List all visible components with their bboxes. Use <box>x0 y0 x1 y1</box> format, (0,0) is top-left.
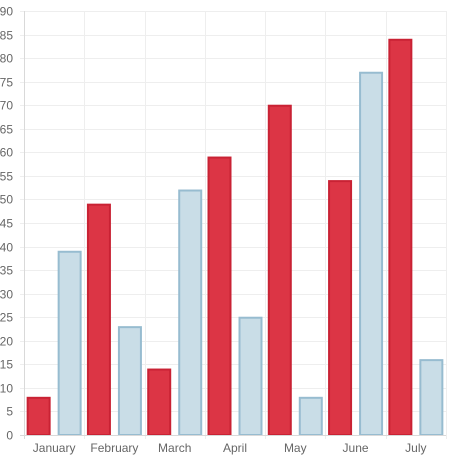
y-tick-label: 35 <box>0 264 13 278</box>
axes <box>20 11 446 439</box>
y-tick-label: 25 <box>0 311 13 325</box>
y-tick-label: 20 <box>0 335 13 349</box>
y-tick-label: 70 <box>0 99 13 113</box>
y-tick-labels: 0 5 10 15 20 25 30 35 40 45 50 55 60 65 70 75 80 85 90 <box>0 5 13 443</box>
y-tick-label: 10 <box>0 382 13 396</box>
y-tick-label: 30 <box>0 288 13 302</box>
bar-march-series-2 <box>178 189 203 436</box>
bar-february-series-1 <box>86 203 111 436</box>
bar-july-series-1 <box>388 38 413 437</box>
bar-may-series-2 <box>298 396 323 436</box>
bar-january-series-2 <box>57 250 82 436</box>
y-tick-label: 90 <box>0 5 13 19</box>
y-tick-label: 40 <box>0 241 13 255</box>
y-tick-label: 55 <box>0 170 13 184</box>
y-tick-label: 50 <box>0 193 13 207</box>
x-tick-label: January <box>33 441 76 455</box>
y-tick-label: 75 <box>0 76 13 90</box>
bar-june-series-1 <box>328 180 353 436</box>
y-tick-label: 85 <box>0 29 13 43</box>
x-tick-label: February <box>90 441 138 455</box>
x-tick-label: May <box>284 441 307 455</box>
bar-february-series-2 <box>117 326 142 436</box>
y-tick-label: 60 <box>0 146 13 160</box>
y-tick-label: 15 <box>0 358 13 372</box>
y-tick-label: 80 <box>0 52 13 66</box>
bar-june-series-2 <box>359 71 384 436</box>
y-tick-label: 45 <box>0 217 13 231</box>
y-tick-label: 0 <box>6 429 13 443</box>
bar-july-series-2 <box>419 359 444 436</box>
bar-may-series-1 <box>267 104 292 436</box>
bar-march-series-1 <box>147 368 172 436</box>
x-tick-label: March <box>158 441 191 455</box>
bar-april-series-2 <box>238 316 263 437</box>
x-tick-label: June <box>343 441 369 455</box>
y-tick-label: 5 <box>6 405 13 419</box>
y-tick-label: 65 <box>0 123 13 137</box>
x-tick-label: July <box>405 441 426 455</box>
x-tick-labels: January February March April May June July <box>33 441 427 455</box>
bar-january-series-1 <box>26 396 51 436</box>
bar-april-series-1 <box>207 156 232 437</box>
bars <box>26 38 444 437</box>
x-tick-label: April <box>223 441 247 455</box>
